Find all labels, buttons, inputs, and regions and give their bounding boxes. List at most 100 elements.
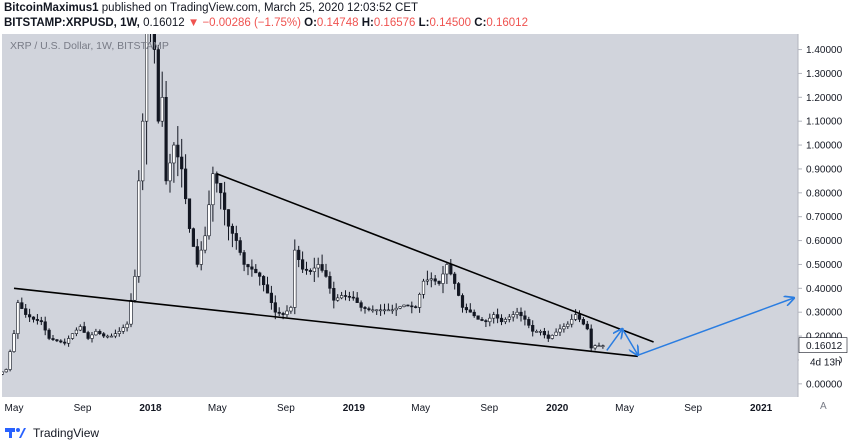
- candle-body: [402, 304, 406, 307]
- candle: [538, 329, 543, 336]
- candle-body: [78, 326, 82, 331]
- candle-body: [538, 331, 543, 333]
- candle-body: [312, 267, 316, 272]
- candle: [601, 344, 605, 349]
- candle: [507, 313, 511, 323]
- candle-body: [160, 97, 164, 122]
- candle: [390, 304, 394, 314]
- candle-body: [472, 311, 476, 317]
- price-tick-label: 0.50000: [806, 260, 843, 271]
- price-tag-box: [798, 337, 848, 353]
- price-axis[interactable]: 0.000000.100000.200000.300000.400000.500…: [798, 45, 843, 390]
- price-tick-label: 1.20000: [806, 93, 843, 104]
- auto-scale-button[interactable]: A: [820, 401, 827, 412]
- candle-body: [324, 270, 328, 277]
- candle: [550, 334, 554, 340]
- candle: [417, 292, 422, 313]
- time-axis[interactable]: May Sep 2018 May Sep 2019 May Sep 2020 May Sep 2021: [5, 403, 773, 414]
- price-tick-label: 1.00000: [806, 141, 843, 152]
- candle: [593, 344, 597, 351]
- candle: [176, 126, 180, 177]
- candle-body: [269, 292, 274, 303]
- candle-body: [421, 280, 426, 295]
- candle: [191, 227, 196, 247]
- candle: [223, 181, 227, 226]
- candle-body: [285, 310, 289, 315]
- candle-body: [234, 233, 238, 241]
- candle: [382, 303, 387, 315]
- candle: [51, 335, 55, 342]
- candle-body: [589, 328, 593, 349]
- candle: [269, 285, 274, 310]
- candle-body: [4, 369, 8, 373]
- candle: [437, 280, 441, 286]
- price-tick-label: 0.80000: [806, 188, 843, 199]
- candle: [20, 297, 24, 310]
- plot-background: [2, 34, 798, 397]
- candle-body: [27, 314, 32, 318]
- chart-frame[interactable]: 0.000000.100000.200000.300000.400000.500…: [0, 0, 848, 417]
- candle-body: [414, 306, 418, 308]
- candle-body: [593, 345, 597, 349]
- candle-body: [492, 314, 496, 319]
- candle-body: [343, 295, 348, 297]
- candle: [378, 304, 383, 316]
- high-label: H:: [361, 17, 374, 29]
- candle: [117, 327, 121, 337]
- candle-body: [113, 333, 117, 337]
- candle-body: [378, 309, 383, 312]
- candle: [320, 254, 324, 273]
- candle: [141, 113, 145, 191]
- candle: [27, 308, 32, 323]
- price-tick-label: 0.90000: [806, 164, 843, 175]
- auto-scale-icon[interactable]: A: [820, 401, 827, 412]
- candle: [55, 339, 59, 343]
- projection-segment: [606, 329, 623, 351]
- candle: [125, 321, 129, 332]
- price-tag: 0.16012: [798, 337, 848, 353]
- candle: [31, 316, 36, 323]
- candle: [43, 316, 47, 336]
- candle: [242, 250, 246, 272]
- candle-body: [94, 331, 98, 336]
- candle: [297, 245, 301, 268]
- last-price: 0.16012: [143, 17, 185, 29]
- candle: [109, 333, 114, 338]
- candle: [414, 305, 418, 309]
- candle-body: [246, 264, 250, 268]
- candle: [515, 307, 519, 319]
- candle-body: [480, 319, 484, 321]
- candle: [164, 80, 168, 185]
- candle: [226, 209, 231, 241]
- tradingview-brand-text: TradingView: [33, 426, 100, 440]
- footer-brand[interactable]: TradingView: [5, 424, 99, 442]
- price-tick-label: 1.40000: [806, 45, 843, 56]
- candle-body: [215, 173, 219, 184]
- price-tick-label: 0.70000: [806, 212, 843, 223]
- symbol-label[interactable]: BITSTAMP:XRPUSD, 1W,: [4, 17, 140, 29]
- candle-body: [261, 276, 266, 286]
- candle-body: [320, 264, 324, 271]
- candle-body: [300, 259, 305, 270]
- candle: [511, 311, 515, 322]
- candle: [410, 301, 414, 314]
- candle: [347, 291, 352, 302]
- candle-body: [265, 284, 270, 294]
- candle: [47, 328, 51, 341]
- time-tick-label: Sep: [74, 403, 92, 414]
- candle-body: [20, 302, 24, 309]
- candle: [355, 292, 359, 303]
- price-chart[interactable]: 0.000000.100000.200000.300000.400000.500…: [0, 0, 848, 417]
- candle-body: [554, 331, 558, 336]
- candle: [250, 259, 254, 277]
- time-tick-label: May: [5, 403, 24, 414]
- candle-body: [55, 339, 59, 342]
- candle: [293, 239, 297, 315]
- time-tick-label: 2019: [343, 403, 366, 414]
- close-label: C:: [474, 17, 487, 29]
- candle-body: [585, 323, 589, 330]
- candle: [94, 328, 98, 336]
- candle-body: [550, 334, 554, 339]
- candle: [172, 142, 176, 183]
- author-name[interactable]: BitcoinMaximus1: [4, 2, 99, 14]
